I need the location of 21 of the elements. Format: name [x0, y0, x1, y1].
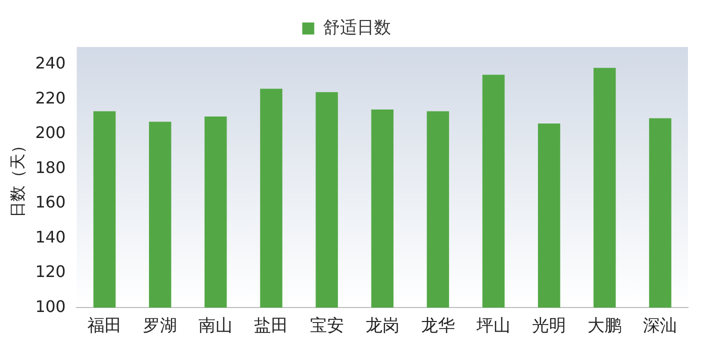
y-axis-title: 日数（天） — [8, 137, 27, 218]
y-tick-label: 160 — [35, 192, 66, 212]
x-tick-label: 龙岗 — [365, 316, 400, 336]
x-tick-label: 罗湖 — [143, 316, 178, 336]
y-tick-label: 140 — [35, 227, 66, 246]
x-tick-label: 福田 — [88, 316, 122, 336]
x-tick-label: 盐田 — [254, 316, 288, 336]
x-tick-label: 深汕 — [643, 316, 678, 336]
y-tick-label: 120 — [35, 262, 66, 282]
x-tick-label: 宝安 — [310, 316, 344, 336]
x-tick-label: 南山 — [198, 316, 233, 336]
y-tick-label: 180 — [35, 158, 66, 177]
x-tick-label: 龙华 — [420, 316, 455, 336]
x-tick-label: 坪山 — [476, 316, 511, 336]
y-tick-label: 220 — [35, 88, 66, 108]
legend-label: 舒适日数 — [322, 18, 391, 38]
x-tick-label: 大鹏 — [588, 316, 622, 336]
x-tick-label: 光明 — [532, 316, 566, 336]
y-tick-label: 100 — [35, 296, 66, 316]
y-tick-label: 240 — [35, 54, 66, 73]
y-tick-label: 200 — [35, 123, 66, 142]
